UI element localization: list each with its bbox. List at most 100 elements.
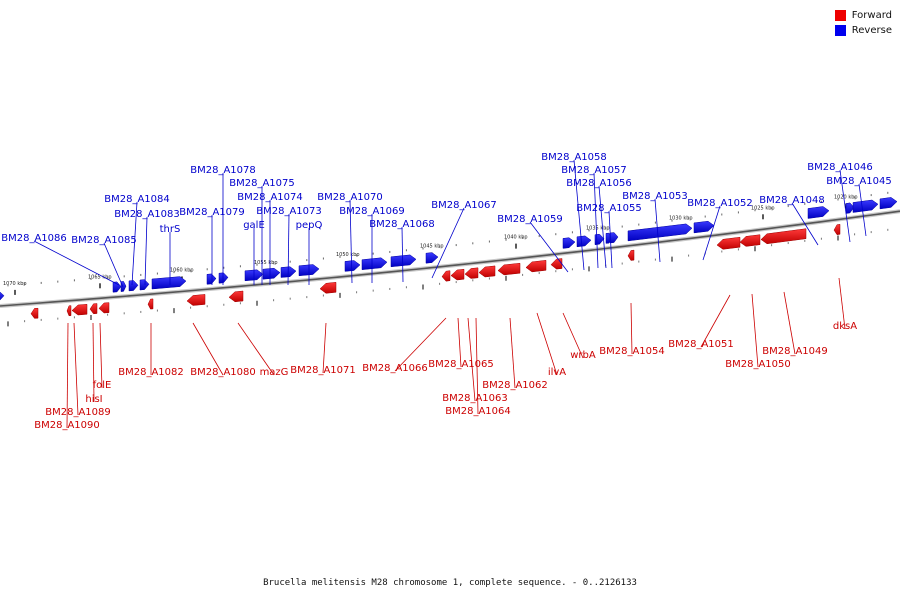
reverse-gene [693,220,715,234]
reverse-gene [576,235,592,248]
reverse-gene [609,232,619,244]
label-leader [536,312,558,376]
scale-tick-label: 1065 kbp [88,274,112,280]
scale-tick-label: 1035 kbp [586,225,610,231]
gene-label: BM28_A1062 [482,380,548,391]
label-leader [593,172,599,269]
gene-label: BM28_A1085 [71,235,137,246]
gene-label: BM28_A1073 [256,206,322,217]
gene-label: BM28_A1058 [541,152,607,163]
label-leader [192,322,224,376]
label-leader [467,317,476,402]
gene-label: BM28_A1066 [362,363,428,374]
label-leader [73,322,79,416]
gene-label: BM28_A1064 [445,406,511,417]
gene-label: dksA [833,321,857,332]
forward-gene [441,270,451,282]
reverse-gene [852,199,879,213]
reverse-gene [627,223,693,242]
reverse-gene [425,252,439,264]
map-caption: Brucella melitensis M28 chromosome 1, co… [263,578,637,588]
gene-label: BM28_A1079 [179,207,245,218]
gene-label: BM28_A1068 [369,219,435,230]
forward-gene [228,290,244,303]
label-leader [287,213,290,286]
gene-label: BM28_A1055 [576,203,642,214]
scale-tick-label: 1025 kbp [751,205,775,211]
forward-gene [833,224,841,235]
reverse-gene [128,280,139,292]
legend-label: Reverse [851,25,892,36]
gene-label: BM28_A1080 [190,367,256,378]
gene-label: BM28_A1075 [229,178,295,189]
gene-label: BM28_A1084 [104,194,170,205]
label-leader [529,221,569,273]
label-leader [475,317,479,415]
label-leader [783,291,796,355]
label-leader [322,322,327,374]
forward-ticks [7,191,889,287]
label-leader [103,242,124,288]
reverse-gene [562,237,576,249]
scale-tick-label: 1045 kbp [420,244,444,250]
label-leader [598,185,607,269]
forward-gene [147,298,154,310]
backbone-line [0,210,900,307]
forward-gene [525,260,547,273]
forward-gene [478,265,496,278]
scale-tick-label: 1030 kbp [669,216,693,222]
gene-label: BM28_A1086 [1,233,67,244]
label-leader [858,183,867,237]
forward-gene [30,307,39,319]
gene-label: BM28_A1082 [118,367,184,378]
reverse-gene [361,257,388,270]
forward-gene [497,262,521,276]
label-leader [431,207,465,279]
label-leader [839,169,851,243]
forward-gene [716,236,741,250]
gene-label: BM28_A1078 [190,165,256,176]
reverse-gene [262,267,281,280]
gene-label: BM28_A1065 [428,359,494,370]
legend-item-reverse: Reverse [834,23,892,38]
gene-label: BM28_A1069 [339,206,405,217]
label-leader [33,240,120,286]
chromosome-backbone [0,209,900,308]
gene-label: BM28_A1063 [442,393,508,404]
reverse-swatch [834,25,846,36]
label-leader [562,312,584,359]
gene-label: BM28_A1045 [826,176,892,187]
forward-gene [66,305,72,317]
label-leader [702,205,721,261]
label-leader [457,317,462,368]
scale-tick-label: 1070 kbp [3,281,27,287]
forward-gene [89,303,98,315]
gene-label: BM28_A1059 [497,214,563,225]
gene-label: BM28_A1071 [290,365,356,376]
forward-gene [450,268,465,281]
forward-gene [739,234,761,247]
forward-gene [760,228,807,245]
label-leader [630,302,633,355]
gene-label: BM28_A1052 [687,198,753,209]
gene-label: BM28_A1046 [807,162,873,173]
forward-gene [464,267,479,279]
forward-gene [71,304,88,316]
forward-swatch [834,10,846,21]
label-leader [237,322,275,376]
gene-label: mazG [260,367,289,378]
legend-item-forward: Forward [834,8,892,23]
forward-gene [98,302,110,314]
reverse-gene [807,206,830,219]
gene-label: galE [243,220,265,231]
gene-label: BM28_A1049 [762,346,828,357]
label-leader [573,159,585,271]
label-leader [349,199,353,284]
label-leader [401,226,404,283]
gene-label: BM28_A1089 [45,407,111,418]
gene-label: folE [93,380,112,391]
scale-tick-label: 1055 kbp [254,260,278,266]
forward-gene [319,282,337,294]
label-leader [654,198,661,263]
